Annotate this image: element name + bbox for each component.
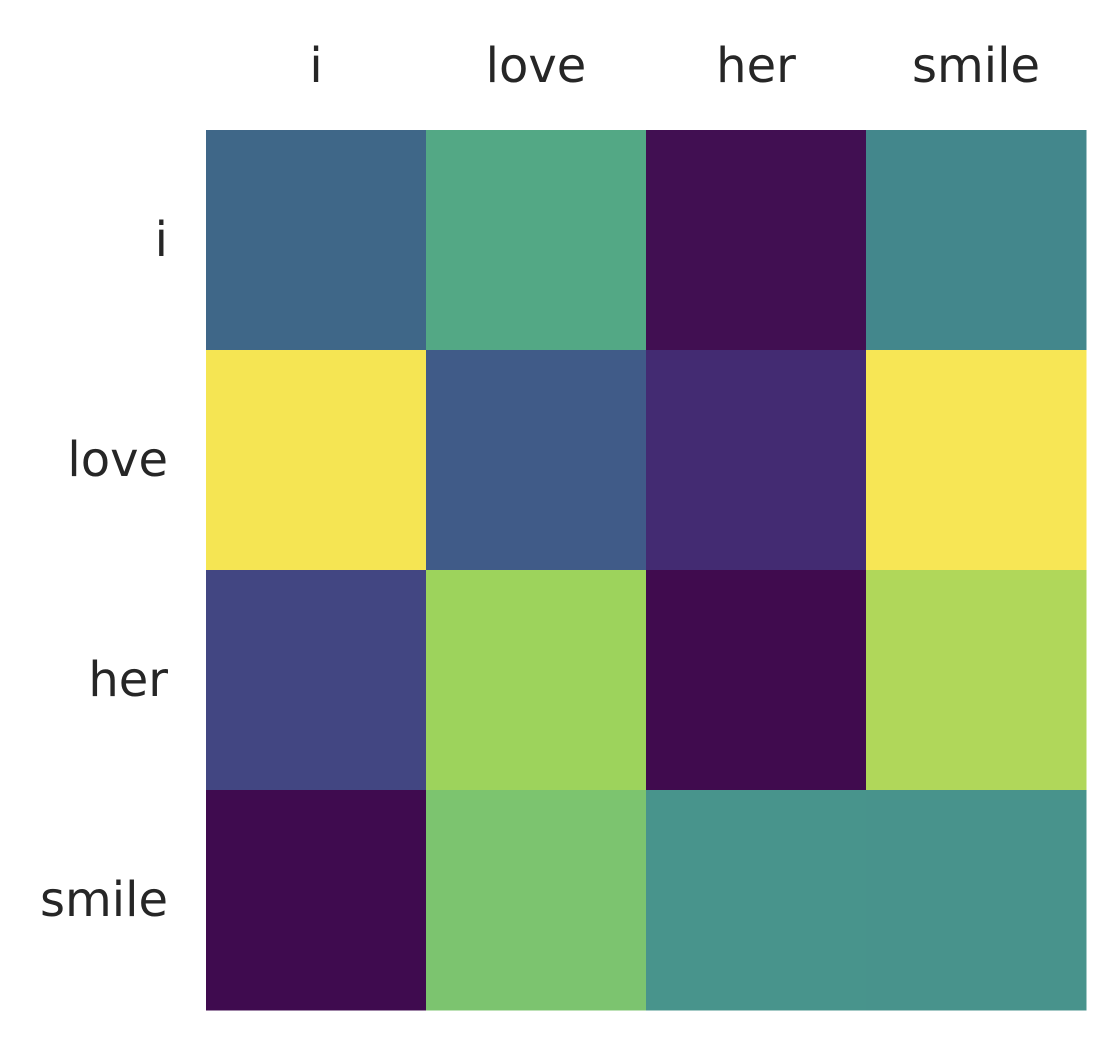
heatmap-cell-smile-smile [866, 790, 1087, 1011]
heatmap-cells [206, 130, 1087, 1011]
y-tick-label: i [155, 212, 168, 268]
y-tick-label: her [88, 652, 168, 708]
heatmap-cell-love-her [646, 350, 867, 571]
heatmap-cell-smile-her [646, 790, 867, 1011]
heatmap-cell-i-smile [866, 130, 1087, 351]
heatmap-cell-her-her [646, 570, 867, 791]
heatmap-cell-her-smile [866, 570, 1087, 791]
heatmap-cell-her-i [206, 570, 427, 791]
x-tick-label: love [486, 38, 587, 94]
x-tick-label: smile [912, 38, 1040, 94]
heatmap-cell-i-i [206, 130, 427, 351]
heatmap-cell-i-love [426, 130, 647, 351]
y-tick-label: smile [40, 872, 168, 928]
heatmap-cell-i-her [646, 130, 867, 351]
heatmap-cell-love-love [426, 350, 647, 571]
x-tick-label: her [716, 38, 796, 94]
heatmap-cell-her-love [426, 570, 647, 791]
heatmap-cell-love-smile [866, 350, 1087, 571]
x-tick-labels: i love her smile [309, 38, 1040, 94]
x-tick-label: i [309, 38, 322, 94]
heatmap-cell-love-i [206, 350, 427, 571]
heatmap-cell-smile-love [426, 790, 647, 1011]
heatmap-cell-smile-i [206, 790, 427, 1011]
y-tick-label: love [67, 432, 168, 488]
y-tick-labels: i love her smile [40, 212, 168, 928]
